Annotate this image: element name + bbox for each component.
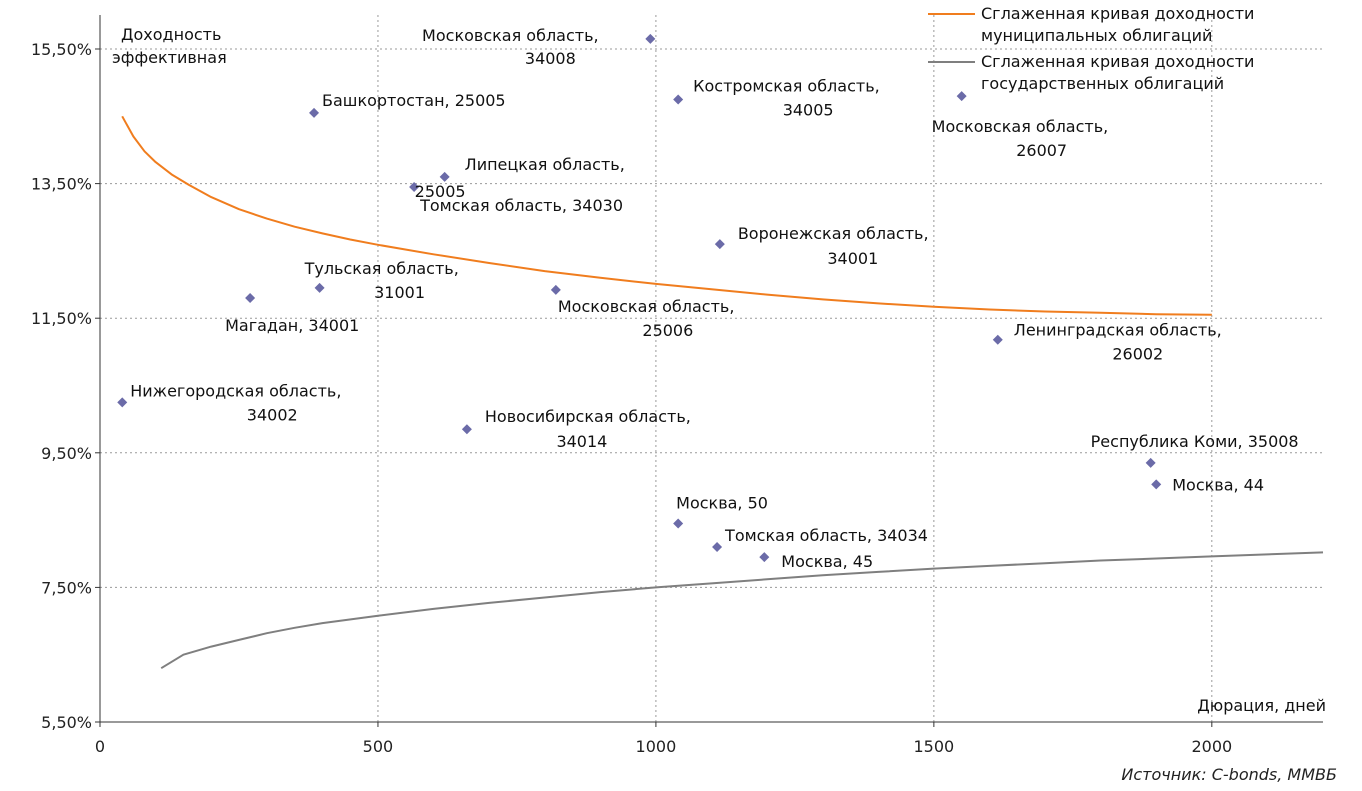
x-tick-label: 1500 — [914, 737, 955, 756]
data-point — [550, 284, 561, 295]
data-point — [409, 181, 420, 192]
data-point-label: 25006 — [642, 321, 693, 340]
data-point — [712, 542, 723, 553]
data-point-label: Московская область, — [558, 297, 735, 316]
y-tick-label: 9,50% — [41, 444, 92, 463]
data-point-label: Костромская область, — [693, 76, 880, 95]
data-point — [759, 552, 770, 563]
x-tick-label: 1000 — [636, 737, 677, 756]
data-point — [714, 239, 725, 250]
data-point-label: Томская область, 34034 — [724, 526, 928, 545]
data-point-label: Томская область, 34030 — [419, 196, 623, 215]
data-point-label: 34002 — [247, 405, 298, 424]
y-tick-label: 13,50% — [31, 175, 92, 194]
data-point-label: Московская область, — [932, 117, 1109, 136]
x-axis-title: Дюрация, дней — [1197, 696, 1326, 715]
data-point-label: Нижегородская область, — [130, 381, 341, 400]
data-point-label: Башкортостан, 25005 — [322, 91, 506, 110]
data-point-label: Ленинградская область, — [1014, 321, 1222, 340]
data-point-label: Липецкая область, — [465, 155, 625, 174]
y-tick-label: 7,50% — [41, 578, 92, 597]
data-point-label: Москва, 50 — [676, 493, 768, 512]
data-point — [309, 107, 320, 118]
data-point — [439, 171, 450, 182]
legend-label: Сглаженная кривая доходности — [981, 4, 1254, 23]
data-point — [645, 33, 656, 44]
data-point — [461, 424, 472, 435]
legend-label: муниципальных облигаций — [981, 26, 1212, 45]
data-point-label: Республика Коми, 35008 — [1091, 432, 1299, 451]
y-tick-label: 5,50% — [41, 713, 92, 732]
series-lines — [121, 115, 1324, 670]
data-point — [992, 334, 1003, 345]
y-axis-title-line-1: Доходность — [121, 25, 221, 44]
data-point-label: 25005 — [415, 182, 466, 201]
legend: Сглаженная кривая доходности муниципальны… — [928, 4, 1254, 93]
data-point-label: 34005 — [783, 100, 834, 119]
data-point-label: 34014 — [556, 432, 607, 451]
data-point-label: 31001 — [374, 283, 425, 302]
data-point — [314, 282, 325, 293]
y-tick-label: 15,50% — [31, 40, 92, 59]
x-tick-label: 2000 — [1191, 737, 1232, 756]
data-point — [956, 91, 967, 102]
data-point — [1151, 479, 1162, 490]
data-point-label: Новосибирская область, — [485, 407, 691, 426]
y-tick-label: 11,50% — [31, 309, 92, 328]
data-point — [673, 94, 684, 105]
data-point-label: Магадан, 34001 — [225, 316, 359, 335]
data-point-label: Тульская область, — [304, 259, 459, 278]
data-point-label: 26007 — [1016, 141, 1067, 160]
source-note: Источник: C-bonds, ММВБ — [1121, 765, 1337, 784]
y-axis-title-line-2: эффективная — [112, 48, 227, 67]
data-point — [117, 397, 128, 408]
data-point-label: 26002 — [1112, 345, 1163, 364]
data-point-label: 34001 — [827, 249, 878, 268]
data-point-label: 34008 — [525, 49, 576, 68]
legend-label: Сглаженная кривая доходности — [981, 52, 1254, 71]
legend-label: государственных облигаций — [981, 74, 1224, 93]
axes: 5,50% 7,50% 9,50% 11,50% 13,50% 15,50% 0 500 100… — [31, 15, 1323, 756]
x-tick-label: 0 — [95, 737, 105, 756]
data-point-label: Москва, 44 — [1172, 475, 1264, 494]
data-point — [245, 293, 256, 304]
x-tick-label: 500 — [363, 737, 394, 756]
data-point-label: Москва, 45 — [781, 552, 873, 571]
data-point — [673, 518, 684, 529]
grid-lines — [100, 15, 1323, 722]
municipal-yield-curve — [121, 115, 1212, 316]
data-point-label: Московская область, — [422, 26, 599, 45]
government-yield-curve — [160, 551, 1324, 670]
data-point-label: Воронежская область, — [738, 224, 929, 243]
scatter-points: Нижегородская область, 34002 Магадан, 3400… — [117, 26, 1299, 571]
data-point — [1145, 457, 1156, 468]
